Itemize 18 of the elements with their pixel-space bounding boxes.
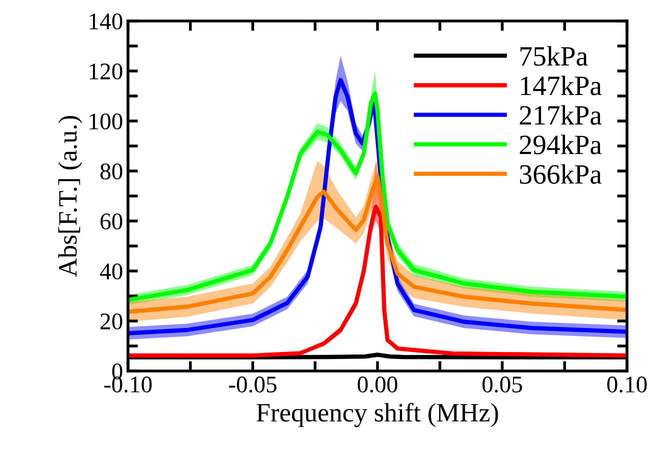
- y-tick-label: 120: [90, 63, 122, 80]
- x-axis-title: Frequency shift (MHz): [256, 402, 498, 428]
- y-tick-label: 140: [90, 13, 122, 30]
- legend-label: 217kPa: [520, 105, 602, 125]
- y-tick-label: 20: [100, 313, 122, 330]
- legend-label: 294kPa: [520, 134, 602, 154]
- y-tick-label: 80: [100, 163, 122, 180]
- x-tick-label: 0.00: [358, 376, 398, 393]
- legend-label: 147kPa: [521, 76, 602, 96]
- x-tick-label: 0.05: [482, 376, 522, 393]
- y-tick-label: 40: [100, 263, 122, 280]
- legend-label: 366kPa: [520, 164, 602, 184]
- y-tick-label: 60: [100, 213, 122, 230]
- x-tick-label: -0.05: [229, 376, 276, 393]
- y-tick-label: 100: [90, 113, 122, 130]
- legend-label: 75kPa: [520, 46, 588, 66]
- y-axis-title: Abs[F.T.] (a.u.): [58, 116, 82, 277]
- x-tick-label: 0.10: [607, 376, 647, 393]
